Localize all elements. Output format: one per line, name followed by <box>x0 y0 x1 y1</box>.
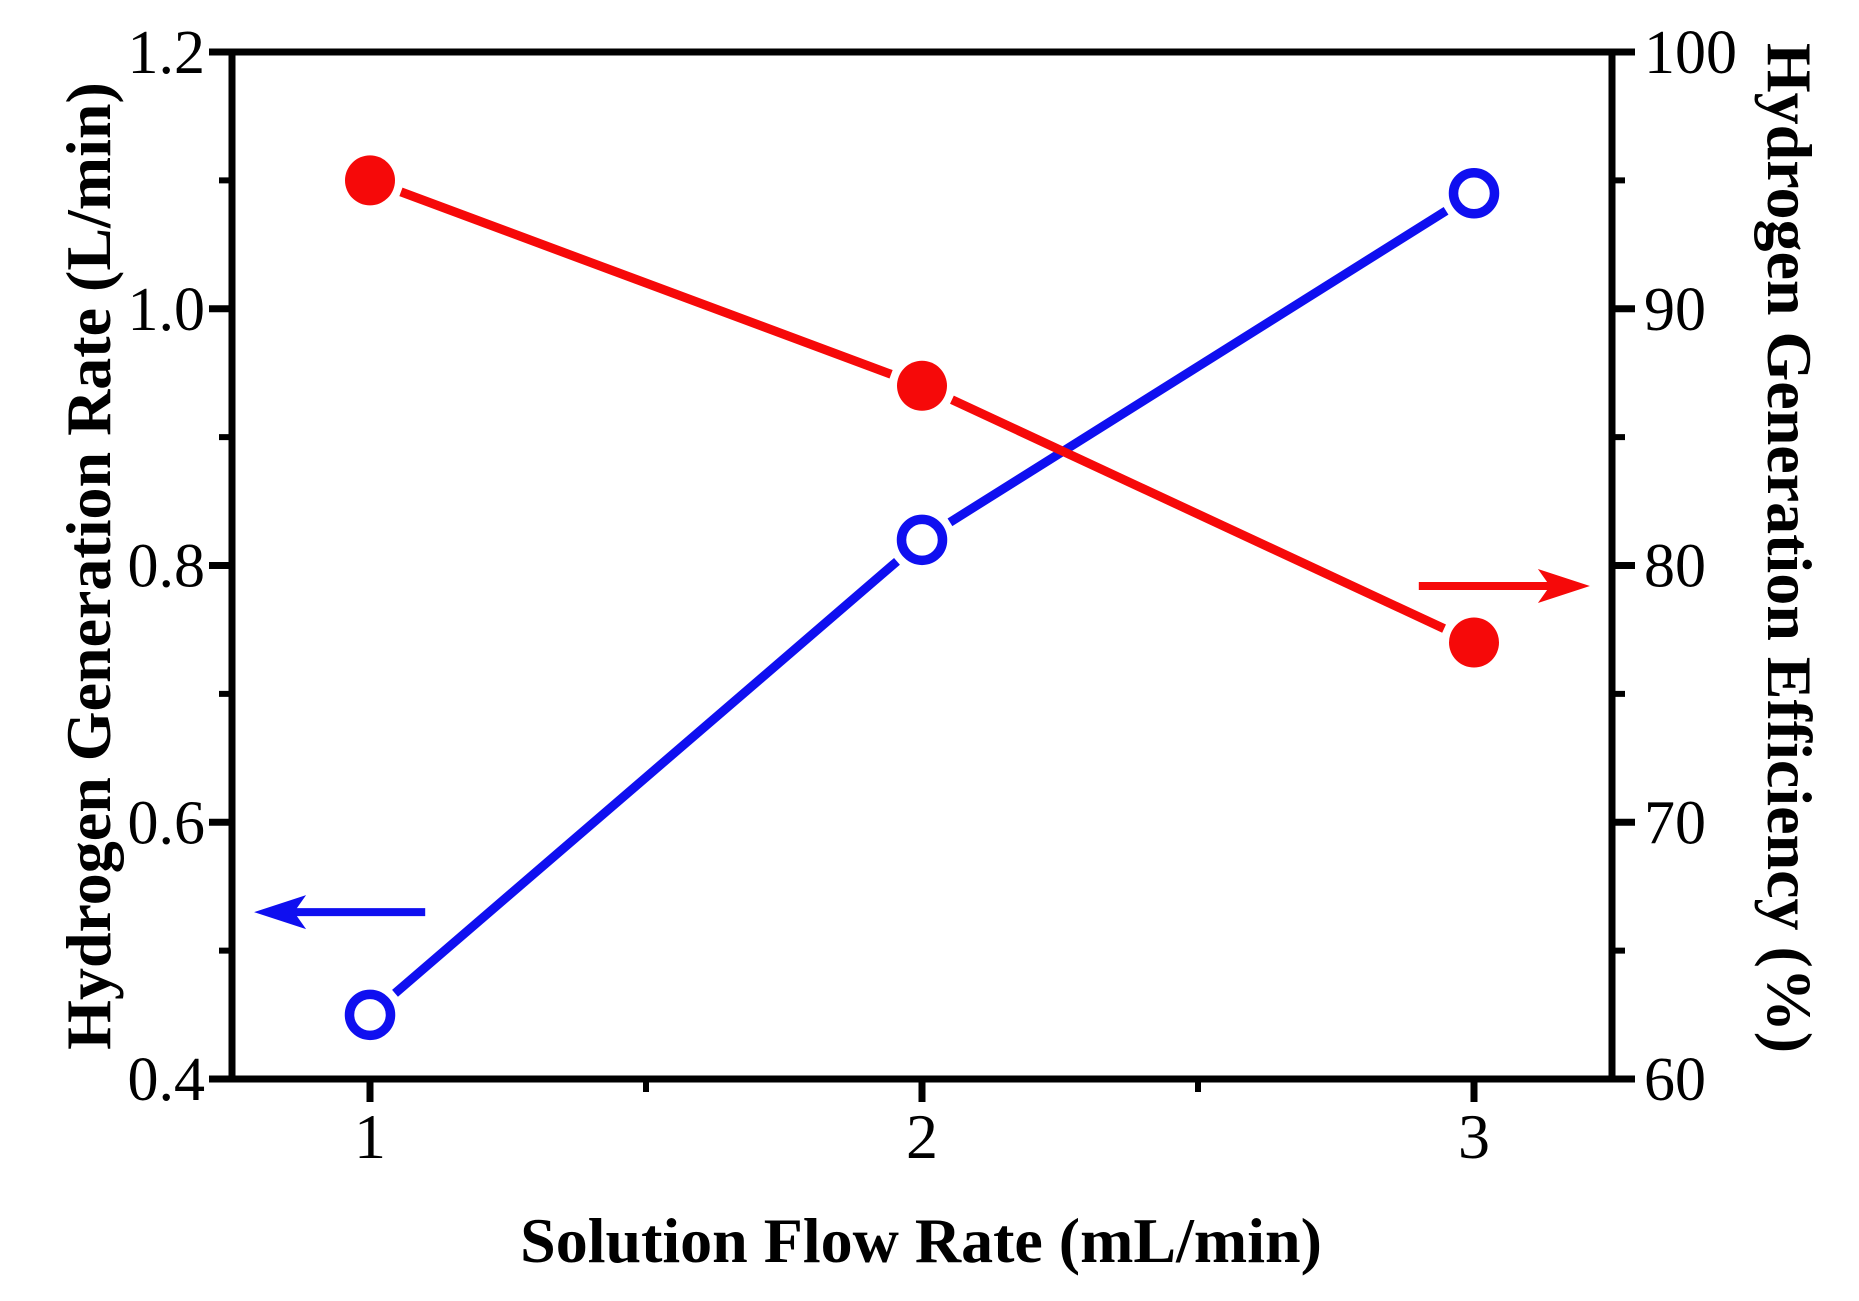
data-point-open-circle <box>1448 167 1500 219</box>
left-y-axis-tick-label: 0.4 <box>128 1046 206 1114</box>
series-line-segment <box>947 206 1449 527</box>
data-point-filled-circle <box>345 155 395 206</box>
right-y-axis-tick-label: 80 <box>1644 533 1706 601</box>
right-arrowhead-icon <box>1537 569 1590 604</box>
x-axis-tick-label: 1 <box>354 1101 386 1172</box>
data-point-open-circle <box>896 514 948 566</box>
right-y-axis-title: Hydrogen Generation Efficiency (%) <box>1754 43 1825 1053</box>
series-line-segment <box>392 557 900 997</box>
left-y-axis-title: Hydrogen Generation Rate (L/min) <box>53 82 124 1050</box>
series-line-segment <box>399 187 893 379</box>
data-point-filled-circle <box>1449 617 1499 668</box>
x-axis-tick-label: 2 <box>906 1101 938 1172</box>
plot-area: 1 2 3 0.4 0.6 0.8 1.0 1.2 60 70 80 90 100 <box>128 19 1738 1172</box>
right-y-axis-tick-label: 60 <box>1644 1046 1706 1114</box>
left-y-axis-tick-label: 0.8 <box>128 533 206 601</box>
data-point-filled-circle <box>897 360 947 411</box>
left-y-axis-tick-label: 1.2 <box>128 19 206 87</box>
right-y-axis-tick-label: 70 <box>1644 789 1706 857</box>
x-axis-tick-label: 3 <box>1458 1101 1490 1172</box>
plot-frame <box>228 48 1616 1083</box>
right-y-axis-tick-label: 100 <box>1644 19 1737 87</box>
right-y-axis-tick-label: 90 <box>1644 276 1706 344</box>
x-axis-title: Solution Flow Rate (mL/min) <box>520 1205 1322 1276</box>
left-y-axis-tick-label: 1.0 <box>128 276 206 344</box>
left-y-axis-tick-label: 0.6 <box>128 789 206 857</box>
data-point-open-circle <box>344 989 396 1041</box>
series-line-segment <box>950 395 1446 633</box>
left-arrowhead-icon <box>254 895 307 930</box>
